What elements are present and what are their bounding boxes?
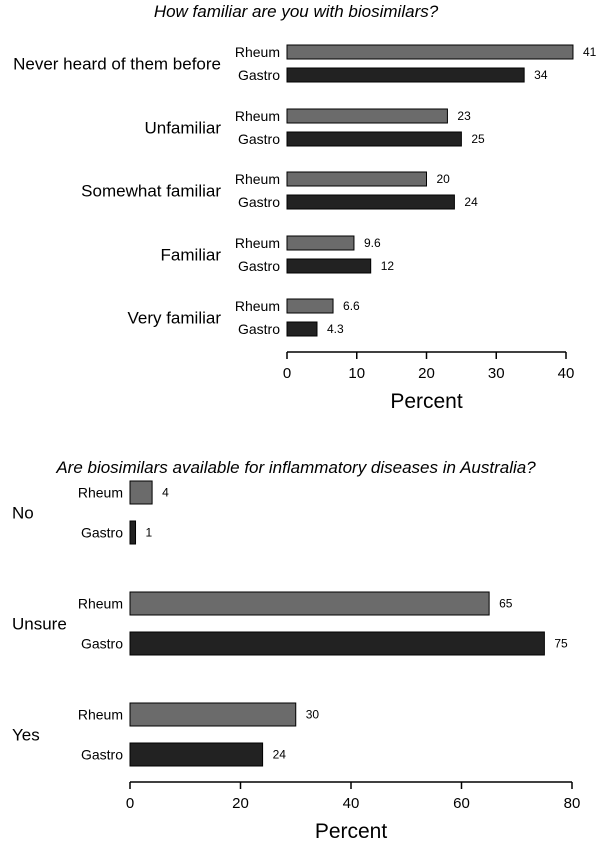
series-label: Gastro bbox=[238, 194, 280, 210]
series-label: Gastro bbox=[238, 321, 280, 337]
series-label: Rheum bbox=[78, 485, 123, 501]
bar bbox=[286, 321, 318, 337]
series-label: Rheum bbox=[235, 171, 280, 187]
category-label: Very familiar bbox=[127, 309, 221, 328]
bar bbox=[129, 702, 297, 727]
chart-title: How familiar are you with biosimilars? bbox=[154, 2, 439, 21]
bar bbox=[286, 67, 525, 83]
data-label: 4 bbox=[162, 486, 169, 500]
bar bbox=[286, 194, 455, 210]
series-label: Gastro bbox=[238, 131, 280, 147]
data-label: 24 bbox=[464, 195, 478, 209]
x-tick-label: 60 bbox=[453, 795, 470, 812]
data-label: 75 bbox=[554, 637, 568, 651]
x-axis-label: Percent bbox=[315, 820, 388, 841]
bar bbox=[286, 235, 355, 251]
data-label: 24 bbox=[273, 748, 287, 762]
bar bbox=[129, 520, 137, 545]
bar bbox=[129, 591, 490, 616]
bar bbox=[286, 108, 448, 124]
data-label: 20 bbox=[437, 172, 451, 186]
bar bbox=[286, 44, 574, 60]
x-tick-label: 0 bbox=[126, 795, 134, 812]
category-label: Familiar bbox=[161, 246, 222, 265]
x-tick-label: 40 bbox=[343, 795, 360, 812]
series-label: Rheum bbox=[235, 235, 280, 251]
data-label: 34 bbox=[534, 68, 548, 82]
bar bbox=[129, 631, 545, 656]
data-label: 1 bbox=[146, 526, 153, 540]
category-label: Yes bbox=[12, 726, 40, 745]
x-axis-label: Percent bbox=[390, 390, 463, 413]
x-tick-label: 40 bbox=[558, 365, 575, 382]
chart-panel-1: How familiar are you with biosimilars? Ne… bbox=[13, 2, 597, 413]
data-label: 23 bbox=[457, 109, 471, 123]
series-label: Rheum bbox=[235, 298, 280, 314]
data-label: 4.3 bbox=[327, 322, 344, 336]
category-label: Never heard of them before bbox=[13, 55, 221, 74]
series-label: Gastro bbox=[238, 258, 280, 274]
category-label: Unfamiliar bbox=[144, 119, 221, 138]
chart-title: Are biosimilars available for inflammato… bbox=[55, 458, 536, 477]
series-label: Rheum bbox=[235, 108, 280, 124]
x-tick-label: 80 bbox=[564, 795, 581, 812]
bar bbox=[286, 171, 427, 187]
x-tick-label: 20 bbox=[232, 795, 249, 812]
data-label: 41 bbox=[583, 45, 597, 59]
data-label: 65 bbox=[499, 597, 513, 611]
bar bbox=[129, 742, 264, 767]
data-label: 12 bbox=[381, 259, 395, 273]
data-label: 6.6 bbox=[343, 299, 360, 313]
bar bbox=[286, 131, 462, 147]
series-label: Gastro bbox=[238, 67, 280, 83]
x-tick-label: 10 bbox=[348, 365, 365, 382]
data-label: 25 bbox=[471, 132, 485, 146]
series-label: Rheum bbox=[235, 44, 280, 60]
chart-panel-2: Are biosimilars available for inflammato… bbox=[12, 458, 580, 841]
series-label: Gastro bbox=[81, 525, 123, 541]
series-label: Gastro bbox=[81, 747, 123, 763]
series-label: Gastro bbox=[81, 636, 123, 652]
x-tick-label: 30 bbox=[488, 365, 505, 382]
category-label: No bbox=[12, 504, 34, 523]
x-tick-label: 20 bbox=[418, 365, 435, 382]
series-label: Rheum bbox=[78, 707, 123, 723]
x-tick-label: 0 bbox=[283, 365, 291, 382]
category-label: Somewhat familiar bbox=[81, 182, 221, 201]
data-label: 30 bbox=[306, 708, 320, 722]
bar bbox=[129, 480, 153, 505]
bar bbox=[286, 298, 334, 314]
data-label: 9.6 bbox=[364, 236, 381, 250]
category-label: Unsure bbox=[12, 615, 67, 634]
series-label: Rheum bbox=[78, 596, 123, 612]
bar bbox=[286, 258, 372, 274]
